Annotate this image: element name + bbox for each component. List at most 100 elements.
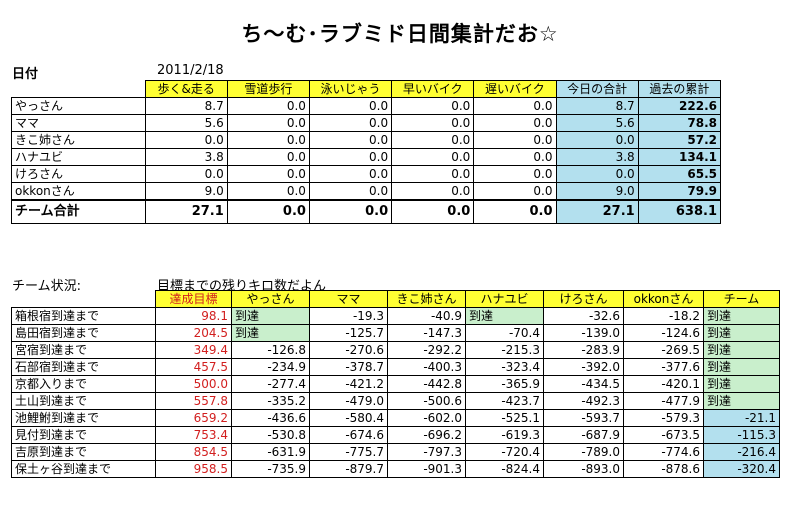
table-cell: 0.0 xyxy=(308,97,393,115)
table-cell: 0.0 xyxy=(226,131,310,149)
table-cell: 0.0 xyxy=(555,131,639,149)
table-cell: -500.6 xyxy=(387,392,466,410)
table-cell: 9.0 xyxy=(555,182,639,201)
row-name: ママ xyxy=(11,114,146,132)
table-cell: -32.6 xyxy=(543,307,624,325)
table-cell: 65.5 xyxy=(637,165,722,183)
table-cell: -477.9 xyxy=(623,392,704,410)
table-cell: -283.9 xyxy=(543,341,624,359)
row-name: 島田宿到達まで xyxy=(11,324,156,342)
daily-table: 歩く&走る 雪道歩行 泳いじゃう 早いバイク 遅いバイク 今日の合計 過去の累計… xyxy=(11,80,722,224)
table-cell: -139.0 xyxy=(543,324,624,342)
table-row: 宮宿到達まで 349.4 -126.8 -270.6 -292.2 -215.3 -283.… xyxy=(11,341,780,359)
table-row: 吉原到達まで 854.5 -631.9 -775.7 -797.3 -720.4 -789.… xyxy=(11,443,780,461)
table-cell: -392.0 xyxy=(543,358,624,376)
table-cell: 0.0 xyxy=(473,182,557,201)
table-row: 箱根宿到達まで 98.1 到達 -19.3 -40.9 到達 -32.6 -18.2 到達 xyxy=(11,307,780,325)
table-cell: 0.0 xyxy=(308,148,393,166)
table-cell: 到達 xyxy=(703,324,780,342)
column-header: 歩く&走る xyxy=(144,80,228,98)
table-cell: 0.0 xyxy=(391,199,475,224)
table-cell: -215.3 xyxy=(465,341,544,359)
table-cell: 5.6 xyxy=(555,114,639,132)
table-cell: -735.9 xyxy=(231,460,310,478)
table-cell: 753.4 xyxy=(155,426,232,444)
table-cell: -292.2 xyxy=(387,341,466,359)
column-header: okkonさん xyxy=(623,290,704,308)
table-cell: -797.3 xyxy=(387,443,466,461)
table-cell: 0.0 xyxy=(391,97,475,115)
table-cell: -579.3 xyxy=(623,409,704,427)
table-cell: -19.3 xyxy=(309,307,388,325)
status-header-row: 達成目標 やっさん ママ きこ姉さん ハナユビ けろさん okkonさん チーム xyxy=(12,290,780,308)
table-cell: 5.6 xyxy=(144,114,228,132)
table-cell: 27.1 xyxy=(144,199,228,224)
table-cell: -323.4 xyxy=(465,358,544,376)
table-cell: -492.3 xyxy=(543,392,624,410)
row-name: 石部宿到達まで xyxy=(11,358,156,376)
table-cell: -878.6 xyxy=(623,460,704,478)
table-cell: 958.5 xyxy=(155,460,232,478)
table-cell: 到達 xyxy=(703,341,780,359)
column-header: 今日の合計 xyxy=(555,80,639,98)
table-cell: 0.0 xyxy=(391,165,475,183)
table-cell: 0.0 xyxy=(391,182,475,201)
table-cell: 0.0 xyxy=(473,199,557,224)
table-cell: 到達 xyxy=(231,324,310,342)
table-cell: -593.7 xyxy=(543,409,624,427)
table-cell: 0.0 xyxy=(144,165,228,183)
row-name: 保土ヶ谷到達まで xyxy=(11,460,156,478)
table-cell: -377.6 xyxy=(623,358,704,376)
row-name: 吉原到達まで xyxy=(11,443,156,461)
table-cell: -378.7 xyxy=(309,358,388,376)
table-cell: -434.5 xyxy=(543,375,624,393)
table-row: 保土ヶ谷到達まで 958.5 -735.9 -879.7 -901.3 -824.4 -89… xyxy=(11,460,780,478)
daily-header-row: 歩く&走る 雪道歩行 泳いじゃう 早いバイク 遅いバイク 今日の合計 過去の累計 xyxy=(12,80,722,98)
column-header: 泳いじゃう xyxy=(308,80,393,98)
table-row: けろさん 0.0 0.0 0.0 0.0 0.0 0.0 65.5 xyxy=(11,165,722,183)
table-cell: -269.5 xyxy=(623,341,704,359)
table-cell: 0.0 xyxy=(226,199,310,224)
table-row: okkonさん 9.0 0.0 0.0 0.0 0.0 9.0 79.9 xyxy=(11,182,722,201)
row-name: きこ姉さん xyxy=(11,131,146,149)
table-cell: 0.0 xyxy=(308,165,393,183)
table-cell: 0.0 xyxy=(308,182,393,201)
column-header: ママ xyxy=(309,290,388,308)
row-name: 宮宿到達まで xyxy=(11,341,156,359)
column-header: 雪道歩行 xyxy=(226,80,310,98)
table-cell: 到達 xyxy=(703,392,780,410)
table-row: 土山到達まで 557.8 -335.2 -479.0 -500.6 -423.7 -492.… xyxy=(11,392,780,410)
table-cell: -335.2 xyxy=(231,392,310,410)
table-cell: -115.3 xyxy=(703,426,780,444)
column-header: 達成目標 xyxy=(155,290,232,308)
column-header: 遅いバイク xyxy=(473,80,557,98)
daily-corner xyxy=(12,81,146,98)
table-cell: 0.0 xyxy=(226,114,310,132)
table-cell: 0.0 xyxy=(391,131,475,149)
row-name: けろさん xyxy=(11,165,146,183)
table-cell: 134.1 xyxy=(637,148,722,166)
table-cell: -879.7 xyxy=(309,460,388,478)
table-row: 池鯉鮒到達まで 659.2 -436.6 -580.4 -602.0 -525.1 -593… xyxy=(11,409,780,427)
table-cell: 0.0 xyxy=(473,131,557,149)
column-header: ハナユビ xyxy=(465,290,544,308)
table-cell: 854.5 xyxy=(155,443,232,461)
table-cell: 27.1 xyxy=(555,199,639,224)
table-cell: 到達 xyxy=(703,375,780,393)
table-row: 見付到達まで 753.4 -530.8 -674.6 -696.2 -619.3 -687.… xyxy=(11,426,780,444)
row-name: 見付到達まで xyxy=(11,426,156,444)
table-row: ママ 5.6 0.0 0.0 0.0 0.0 5.6 78.8 xyxy=(11,114,722,132)
table-cell: -602.0 xyxy=(387,409,466,427)
table-cell: -775.7 xyxy=(309,443,388,461)
table-cell: 到達 xyxy=(465,307,544,325)
column-header: けろさん xyxy=(543,290,624,308)
table-cell: 0.0 xyxy=(473,97,557,115)
status-table: 達成目標 やっさん ママ きこ姉さん ハナユビ けろさん okkonさん チーム… xyxy=(11,290,780,478)
table-cell: -270.6 xyxy=(309,341,388,359)
table-cell: -40.9 xyxy=(387,307,466,325)
row-name: ハナユビ xyxy=(11,148,146,166)
table-cell: -126.8 xyxy=(231,341,310,359)
table-cell: -824.4 xyxy=(465,460,544,478)
table-cell: -436.6 xyxy=(231,409,310,427)
table-cell: 3.8 xyxy=(555,148,639,166)
